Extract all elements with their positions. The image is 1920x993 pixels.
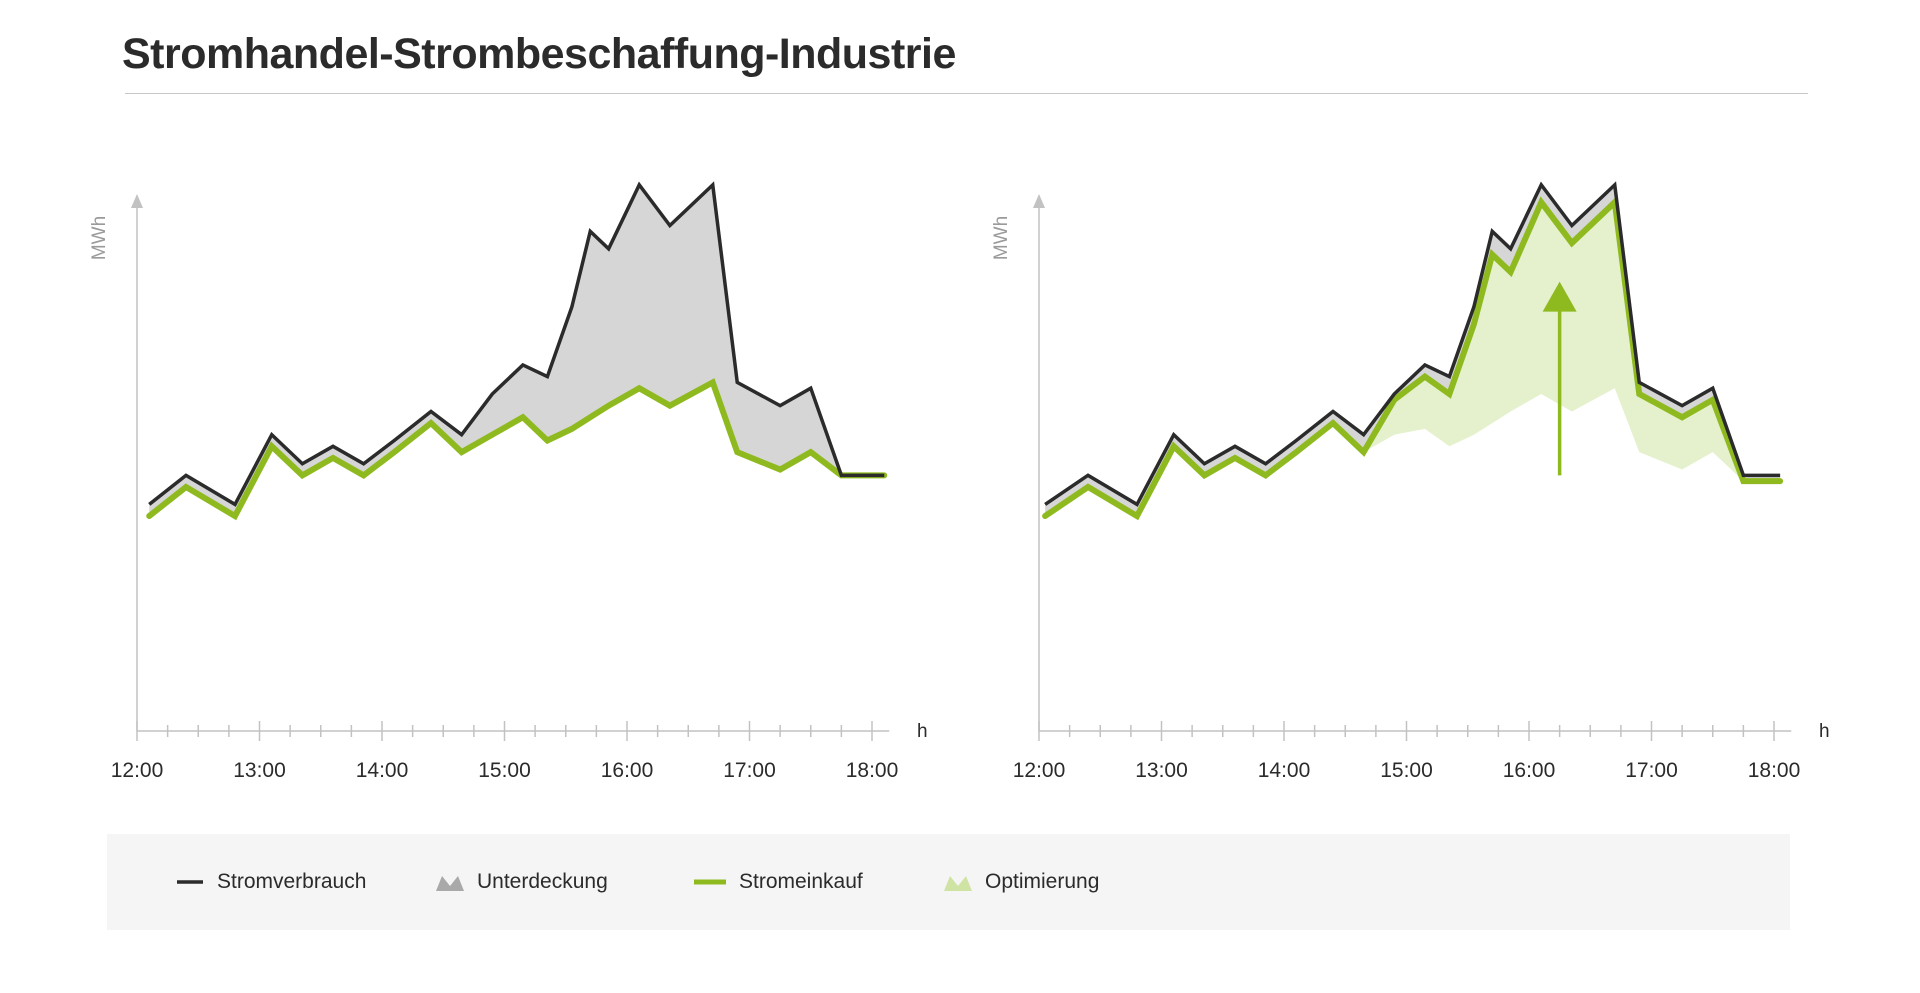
legend-label: Stromeinkauf [739,870,863,893]
y-axis-label: MWh [991,216,1012,260]
y-axis-arrow [131,194,143,208]
y-axis-arrow [1033,194,1045,208]
stromverbrauch-line [148,181,885,507]
x-tick-label: 14:00 [356,759,409,782]
legend-item-optimierung: Optimierung [943,870,1099,894]
legend-label: Unterdeckung [477,870,608,893]
x-axis-label: h [1819,721,1830,742]
x-tick-label: 17:00 [1625,759,1678,782]
optimierung-area [1045,202,1781,517]
line-icon [694,879,726,885]
x-tick-label: 15:00 [478,759,531,782]
legend-label: Stromverbrauch [217,870,367,893]
title-divider [125,93,1808,94]
x-tick-label: 15:00 [1380,759,1433,782]
legend-item-stromeinkauf: Stromeinkauf [693,870,863,894]
legend-item-unterdeckung: Unterdeckung [435,870,608,894]
legend-item-stromverbrauch: Stromverbrauch [175,870,366,894]
line-icon [177,880,203,884]
unterdeckung-area [149,184,885,517]
area-icon [944,876,972,891]
x-tick-label: 18:00 [1748,759,1801,782]
x-tick-label: 16:00 [1503,759,1556,782]
x-tick-label: 13:00 [233,759,286,782]
legend-label: Optimierung [985,870,1100,893]
x-axis-label: h [917,721,928,742]
stromeinkauf-line [1042,196,1784,521]
stromverbrauch-line [1044,181,1781,507]
page-title: Stromhandel-Strombeschaffung-Industrie [122,30,956,78]
x-tick-label: 17:00 [723,759,776,782]
x-tick-label: 13:00 [1135,759,1188,782]
x-tick-label: 16:00 [601,759,654,782]
stromeinkauf-line [146,378,888,521]
legend: Stromverbrauch Unterdeckung Stromeinkauf… [107,834,1790,930]
x-tick-label: 12:00 [111,759,164,782]
area-icon [436,876,464,891]
x-tick-label: 12:00 [1013,759,1066,782]
optimierung-arrow-head [1542,281,1577,312]
y-axis-label: MWh [89,216,110,260]
x-tick-label: 18:00 [846,759,899,782]
x-tick-label: 14:00 [1258,759,1311,782]
